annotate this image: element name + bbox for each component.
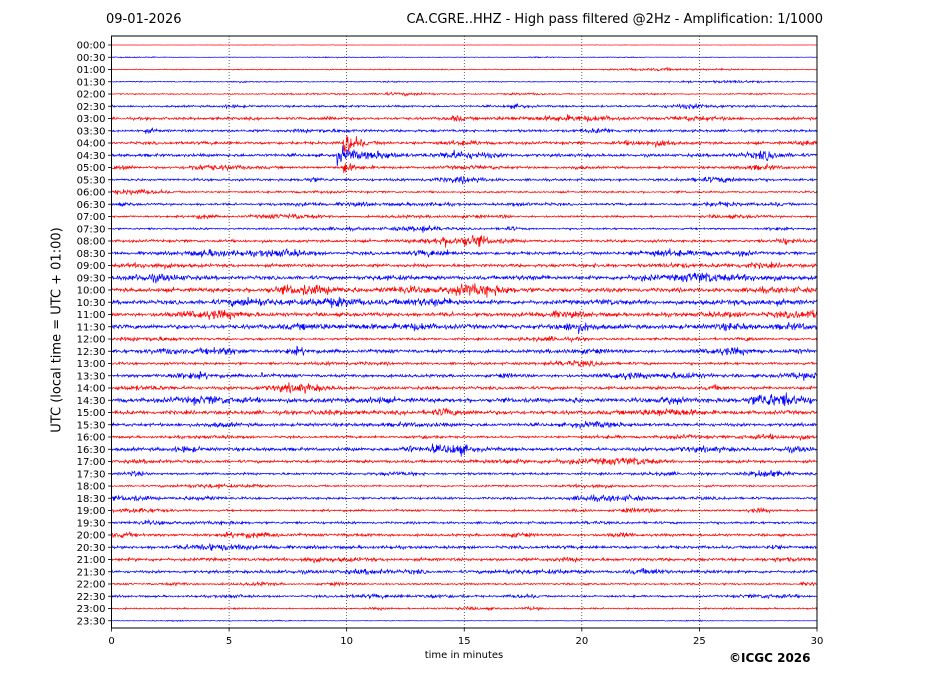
- y-tick-label: 21:30: [77, 567, 106, 578]
- trace-0500: [111, 162, 818, 174]
- trace-2300: [111, 605, 818, 612]
- x-tick-label: 5: [226, 636, 232, 647]
- trace-1600: [111, 433, 818, 441]
- y-tick-label: 18:00: [77, 482, 106, 493]
- y-tick-label: 16:00: [77, 433, 106, 444]
- y-tick-label: 17:30: [77, 469, 106, 480]
- trace-0900: [111, 261, 818, 271]
- y-tick-label: 14:30: [77, 396, 106, 407]
- y-tick-label: 03:30: [77, 126, 106, 137]
- trace-1630: [111, 443, 818, 457]
- trace-1130: [111, 322, 818, 335]
- y-tick-label: 01:00: [77, 65, 106, 76]
- y-tick-label: 10:00: [77, 286, 106, 297]
- y-tick-label: 03:00: [77, 114, 106, 125]
- trace-2230: [111, 592, 818, 600]
- y-tick-label: 13:00: [77, 359, 106, 370]
- y-tick-label: 11:00: [77, 310, 106, 321]
- y-tick-label: 23:30: [77, 616, 106, 627]
- y-tick-label: 15:00: [77, 408, 106, 419]
- y-tick-label: 13:30: [77, 371, 106, 382]
- y-tick-label: 04:30: [77, 151, 106, 162]
- y-tick-label: 02:30: [77, 102, 106, 113]
- y-tick-label: 16:30: [77, 445, 106, 456]
- y-tick-label: 01:30: [77, 77, 106, 88]
- trace-1430: [111, 392, 818, 407]
- y-tick-label: 14:00: [77, 384, 106, 395]
- y-tick-label: 12:30: [77, 347, 106, 358]
- y-tick-label: 08:00: [77, 237, 106, 248]
- plot-date: 09-01-2026: [106, 12, 182, 27]
- y-tick-label: 00:30: [77, 53, 106, 64]
- x-axis-label: time in minutes: [424, 650, 504, 661]
- y-tick-label: 15:30: [77, 420, 106, 431]
- y-tick-label: 09:00: [77, 261, 106, 272]
- grid-lines: [228, 36, 700, 628]
- y-tick-label: 12:00: [77, 335, 106, 346]
- y-tick-label: 21:00: [77, 555, 106, 566]
- y-tick-label: 11:30: [77, 322, 106, 333]
- y-tick-label: 05:00: [77, 163, 106, 174]
- trace-2200: [111, 581, 818, 588]
- y-tick-label: 20:00: [77, 531, 106, 542]
- x-tick-label: 15: [458, 636, 471, 647]
- trace-0430: [111, 145, 818, 167]
- y-tick-label: 19:30: [77, 518, 106, 529]
- y-tick-label: 07:00: [77, 212, 106, 223]
- y-tick-label: 06:00: [77, 188, 106, 199]
- chart-title: CA.CGRE..HHZ - High pass filtered @2Hz -…: [406, 12, 823, 27]
- plot-frame: [111, 35, 818, 629]
- y-tick-label: 09:30: [77, 273, 106, 284]
- y-tick-label: 05:30: [77, 175, 106, 186]
- x-tick-label: 10: [340, 636, 353, 647]
- trace-0930: [111, 272, 818, 284]
- y-tick-label: 22:30: [77, 592, 106, 603]
- y-tick-label: 04:00: [77, 139, 106, 150]
- x-tick-label: 0: [108, 636, 114, 647]
- trace-0330: [111, 127, 818, 135]
- trace-0200: [111, 91, 818, 97]
- y-tick-label: 20:30: [77, 543, 106, 554]
- trace-0230: [111, 102, 818, 110]
- x-tick-label: 25: [693, 636, 706, 647]
- y-tick-label: 06:30: [77, 200, 106, 211]
- trace-0400: [111, 135, 818, 153]
- y-tick-label: 10:30: [77, 298, 106, 309]
- y-tick-label: 18:30: [77, 494, 106, 505]
- trace-1030: [111, 296, 818, 309]
- x-tick-label: 30: [811, 636, 824, 647]
- y-tick-label: 19:00: [77, 506, 106, 517]
- copyright-label: ©ICGC 2026: [729, 651, 811, 665]
- y-tick-label: 02:00: [77, 90, 106, 101]
- y-tick-label: 23:00: [77, 604, 106, 615]
- y-tick-label: 22:00: [77, 580, 106, 591]
- trace-2100: [111, 556, 818, 564]
- trace-2330: [111, 619, 818, 622]
- x-axis-ticks: 0 5 10 15 20 25 30: [108, 628, 823, 647]
- y-tick-label: 07:30: [77, 224, 106, 235]
- trace-1530: [111, 420, 818, 430]
- x-tick-label: 20: [575, 636, 588, 647]
- trace-1700: [111, 457, 818, 466]
- y-tick-label: 08:30: [77, 249, 106, 260]
- y-tick-label: 00:00: [77, 41, 106, 52]
- y-tick-label: 17:00: [77, 457, 106, 468]
